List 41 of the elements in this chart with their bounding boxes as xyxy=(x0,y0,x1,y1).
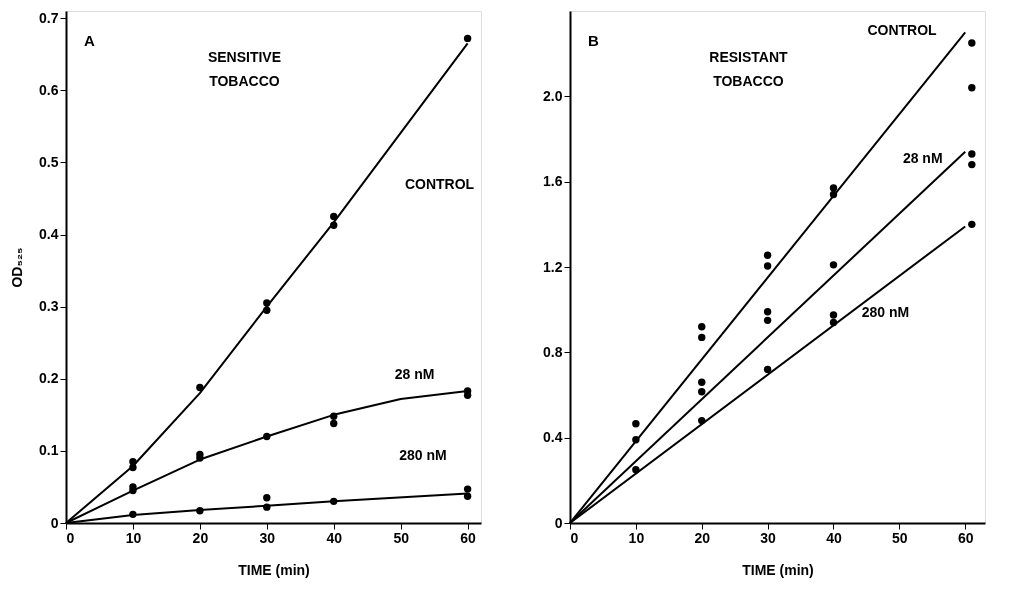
x-tick-label: 40 xyxy=(326,529,343,546)
y-tick-label: 1.2 xyxy=(543,258,563,275)
x-tick-label: 10 xyxy=(125,529,142,546)
x-tick-label: 30 xyxy=(760,529,777,546)
series-label: 28 nM xyxy=(902,150,943,167)
x-tick-label: 30 xyxy=(259,529,276,546)
y-tick-label: 0.2 xyxy=(39,370,59,387)
x-tick-label: 50 xyxy=(892,529,908,546)
x-tick-label: 40 xyxy=(826,529,842,546)
y-tick-label: 2.0 xyxy=(543,87,563,104)
series-label: 28 nM xyxy=(394,365,435,382)
text: 280 nM xyxy=(399,447,447,464)
text: CONTROL xyxy=(404,176,475,193)
x-tick-label: 20 xyxy=(694,529,711,546)
text: RESISTANT TOBACCO xyxy=(709,49,789,89)
y-tick-label: 0.5 xyxy=(39,153,59,170)
y-tick-label: 0.7 xyxy=(39,9,59,26)
text: A xyxy=(84,32,95,49)
series-label: 280 nM xyxy=(861,304,910,321)
x-axis-title: TIME (min) xyxy=(238,561,310,578)
text: SENSITIVE TOBACCO xyxy=(207,49,282,89)
y-tick-label: 0.8 xyxy=(543,343,563,360)
y-tick-label: 1.6 xyxy=(543,173,563,190)
y-tick-label: 0.3 xyxy=(39,298,59,315)
x-tick-label: 0 xyxy=(66,529,75,546)
x-axis-title: TIME (min) xyxy=(742,561,814,578)
y-axis-title: OD₅₂₅ xyxy=(9,247,26,288)
y-tick-label: 0.1 xyxy=(39,442,59,459)
y-tick-label: 0 xyxy=(50,514,59,531)
y-tick-label: 0 xyxy=(554,514,563,531)
y-tick-label: 0.4 xyxy=(39,226,59,243)
x-tick-label: 0 xyxy=(570,529,579,546)
x-tick-label: 20 xyxy=(192,529,209,546)
y-tick-label: 0.4 xyxy=(543,429,563,446)
series-label: CONTROL xyxy=(867,22,938,39)
x-tick-label: 10 xyxy=(628,529,645,546)
x-tick-label: 60 xyxy=(957,529,974,546)
y-tick-label: 0.6 xyxy=(39,81,59,98)
text: B xyxy=(588,32,599,49)
x-tick-label: 50 xyxy=(393,529,410,546)
x-tick-label: 60 xyxy=(460,529,477,546)
